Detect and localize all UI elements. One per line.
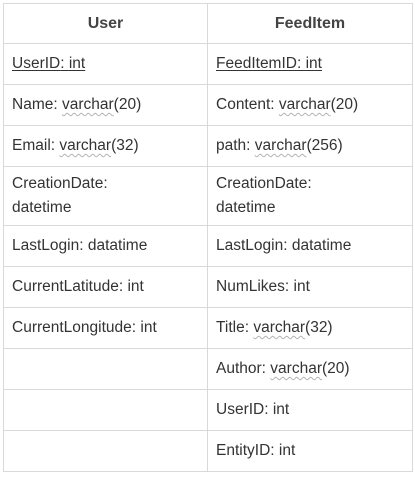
- user-field-email: Email: varchar(32): [3, 125, 208, 167]
- field-type: int: [293, 278, 310, 295]
- feeditem-field-numlikes: NumLikes: int: [207, 266, 413, 308]
- field-separator: :: [131, 319, 141, 336]
- table-row: EntityID: int: [3, 430, 413, 472]
- field-type: int: [272, 401, 290, 418]
- user-field-currentlatitude: CurrentLatitude: int: [3, 266, 208, 308]
- feeditem-field-feeditemid: FeedItemID: int: [207, 43, 413, 85]
- field-separator: :: [270, 442, 279, 459]
- field-name: CreationDate:: [12, 175, 108, 192]
- field-type: int: [140, 319, 157, 336]
- field-type: datatime: [87, 237, 148, 254]
- field-name: path: [216, 137, 247, 154]
- field-name: CurrentLongitude: [12, 319, 132, 336]
- table-row: CurrentLatitude: int NumLikes: int: [3, 266, 413, 308]
- field-name: Title: [216, 319, 245, 336]
- field-type: varchar: [270, 360, 322, 377]
- field-length: (256): [306, 137, 343, 154]
- field-length: (20): [113, 96, 142, 113]
- field-length: (20): [330, 96, 359, 113]
- table-row: UserID: int: [3, 389, 413, 431]
- user-field-lastlogin: LastLogin: datatime: [3, 225, 208, 267]
- field-name: CurrentLatitude: [12, 278, 119, 295]
- field-name: UserID: [216, 401, 265, 418]
- field-name: EntityID: [216, 442, 271, 459]
- schema-table: User FeedItem UserID: int FeedItemID: in…: [3, 3, 413, 472]
- field-separator: :: [264, 401, 273, 418]
- user-field-name: Name: varchar(20): [3, 84, 208, 126]
- field-separator: :: [261, 360, 271, 377]
- primary-key-field: UserID: int: [12, 55, 85, 72]
- field-name: FeedItemID: [216, 55, 297, 72]
- field-separator: :: [283, 237, 292, 254]
- field-type: varchar: [278, 96, 331, 113]
- user-field-currentlongitude: CurrentLongitude: int: [3, 307, 208, 349]
- field-length: (32): [305, 319, 333, 336]
- primary-key-field: FeedItemID: int: [216, 55, 322, 72]
- field-length: (32): [111, 137, 139, 154]
- user-field-empty: [3, 430, 208, 472]
- feeditem-field-title: Title: varchar(32): [207, 307, 413, 349]
- feeditem-field-userid: UserID: int: [207, 389, 413, 431]
- field-type: int: [68, 55, 86, 72]
- field-type: varchar: [253, 319, 306, 336]
- user-field-empty: [3, 389, 208, 431]
- field-length: (20): [321, 360, 350, 377]
- field-separator: :: [50, 137, 60, 154]
- field-name: LastLogin: [216, 237, 284, 254]
- feeditem-field-creationdate: CreationDate: datetime: [207, 166, 413, 226]
- field-type: varchar: [254, 137, 307, 154]
- field-type: int: [127, 278, 144, 295]
- table-row: CreationDate: datetime CreationDate: datet…: [3, 166, 413, 226]
- field-name: LastLogin: [12, 237, 80, 254]
- user-field-userid: UserID: int: [3, 43, 208, 85]
- field-type: datetime: [12, 199, 72, 216]
- field-separator: :: [296, 55, 306, 72]
- feeditem-field-content: Content: varchar(20): [207, 84, 413, 126]
- table-row: CurrentLongitude: int Title: varchar(32): [3, 307, 413, 349]
- field-separator: :: [53, 96, 62, 113]
- field-separator: :: [244, 319, 254, 336]
- header-row: User FeedItem: [3, 3, 413, 44]
- field-type: int: [305, 55, 322, 72]
- feeditem-table-header: FeedItem: [207, 3, 413, 44]
- field-separator: :: [79, 237, 88, 254]
- feeditem-field-path: path: varchar(256): [207, 125, 413, 167]
- field-separator: :: [284, 278, 294, 295]
- field-name: NumLikes: [216, 278, 285, 295]
- field-name: Content: [216, 96, 271, 113]
- table-row: UserID: int FeedItemID: int: [3, 43, 413, 85]
- table-row: LastLogin: datatime LastLogin: datatime: [3, 225, 413, 267]
- field-name: Author: [216, 360, 262, 377]
- field-separator: :: [118, 278, 128, 295]
- field-type: datetime: [216, 199, 276, 216]
- table-row: Name: varchar(20) Content: varchar(20): [3, 84, 413, 126]
- field-name: Email: [12, 137, 51, 154]
- table-row: Email: varchar(32) path: varchar(256): [3, 125, 413, 167]
- user-field-empty: [3, 348, 208, 390]
- schema-container: User FeedItem UserID: int FeedItemID: in…: [3, 3, 413, 472]
- field-name: CreationDate:: [216, 175, 312, 192]
- field-type: int: [278, 442, 296, 459]
- field-type: datatime: [291, 237, 352, 254]
- field-separator: :: [60, 55, 69, 72]
- feeditem-field-author: Author: varchar(20): [207, 348, 413, 390]
- field-separator: :: [270, 96, 279, 113]
- field-type: varchar: [59, 137, 112, 154]
- feeditem-field-lastlogin: LastLogin: datatime: [207, 225, 413, 267]
- table-row: Author: varchar(20): [3, 348, 413, 390]
- field-separator: :: [246, 137, 255, 154]
- user-field-creationdate: CreationDate: datetime: [3, 166, 208, 226]
- feeditem-field-entityid: EntityID: int: [207, 430, 413, 472]
- user-table-header: User: [3, 3, 208, 44]
- field-name: UserID: [12, 55, 61, 72]
- field-type: varchar: [61, 96, 114, 113]
- field-name: Name: [12, 96, 54, 113]
